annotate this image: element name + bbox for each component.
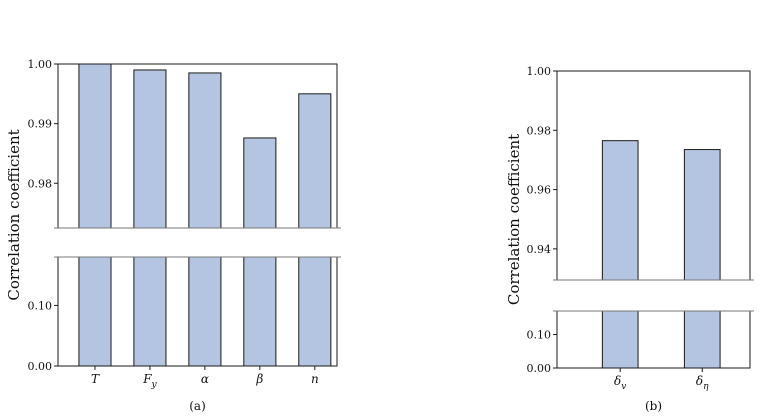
upper-frame-1: [57, 63, 338, 228]
category-label-1-5: n: [311, 372, 319, 386]
bar-upper-1-5: [298, 93, 332, 229]
upper-tick-label-2-2: 0.98: [527, 124, 552, 137]
bar-lower-1-2: [133, 256, 167, 367]
upper-tick-label-1-2: 0.99: [28, 118, 53, 131]
bar-lower-1-1: [78, 256, 112, 367]
upper-tick-label-1-3: 0.98: [28, 177, 53, 190]
bar-lower-1-5: [298, 256, 332, 367]
bar-upper-1-2: [133, 69, 167, 229]
bar-lower-2-1: [601, 310, 639, 369]
lower-frame-2: [556, 311, 751, 369]
bar-lower-2-2: [683, 310, 721, 369]
category-label-2-1: δv: [614, 374, 626, 392]
lower-tick-label-2-1: 0.10: [527, 328, 552, 341]
bar-upper-2-1: [601, 140, 639, 281]
upper-tick-label-2-4: 0.94: [527, 243, 552, 256]
lower-tick-label-1-2: 0.00: [28, 360, 53, 373]
category-label-1-2: Fy: [142, 372, 157, 390]
category-label-1-4: β: [255, 372, 263, 386]
upper-tick-label-1-1: 1.00: [28, 58, 53, 71]
category-label-1-1: T: [91, 372, 100, 386]
lower-tick-label-2-2: 0.00: [527, 362, 552, 375]
category-label-2-2: δη: [696, 374, 709, 392]
bar-lower-1-3: [188, 256, 222, 367]
panel-label-2: (b): [645, 399, 662, 413]
panel-label-1: (a): [189, 399, 206, 413]
category-label-1-3: α: [201, 372, 209, 386]
bar-lower-1-4: [243, 256, 277, 367]
upper-tick-label-2-1: 1.00: [527, 65, 552, 78]
lower-frame-1: [57, 257, 338, 367]
y-axis-title-1: Correlation coefficient: [5, 129, 23, 300]
upper-tick-label-2-3: 0.96: [527, 184, 552, 197]
bar-upper-1-1: [78, 63, 112, 229]
lower-tick-label-1-1: 0.10: [28, 299, 53, 312]
bar-upper-1-4: [243, 137, 277, 229]
bar-upper-2-2: [683, 149, 721, 281]
upper-frame-2: [556, 70, 751, 280]
bar-upper-1-3: [188, 72, 222, 229]
y-axis-title-2: Correlation coefficient: [505, 134, 523, 305]
